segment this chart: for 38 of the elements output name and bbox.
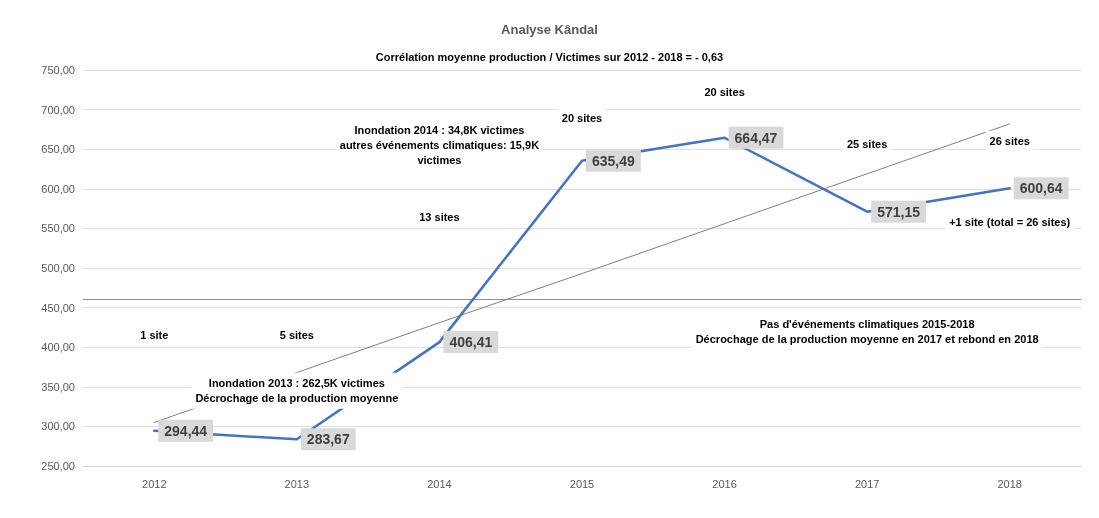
y-tick-label: 250,00 [41,460,75,472]
y-tick-label: 750,00 [41,64,75,76]
annotation: 26 sites [989,135,1030,148]
data-label: 283,67 [306,431,350,448]
annotation: 5 sites [279,329,314,342]
y-tick-label: 500,00 [41,262,75,274]
annotation: Inondation 2013 : 262,5K victimes Décrochage de la production moyenne [195,377,399,405]
y-tick-label: 300,00 [41,420,75,433]
x-tick-label: 2015 [569,477,595,490]
y-tick-label: 600,00 [41,182,75,195]
x-tick-label: 2014 [427,477,452,490]
annotation: +1 site (total = 26 sites) [949,216,1071,229]
data-label: 635,49 [592,152,636,169]
y-tick-label: 350,00 [41,380,75,393]
x-tick-label: 2016 [712,477,737,490]
x-tick-label: 2017 [854,477,880,490]
data-label: 600,64 [1019,180,1063,197]
data-label: 294,44 [164,422,208,439]
annotation: 20 sites [704,86,745,99]
annotation: Pas d'événements climatiques 2015-2018 Décrochage de la production moyenne en 2017 et rebond en 2018 [695,317,1039,345]
y-tick-label: 700,00 [41,103,75,116]
annotation: 25 sites [846,137,888,150]
x-tick-label: 2018 [997,477,1022,490]
annotation: 13 sites [419,210,460,223]
x-tick-label: 2013 [284,477,310,490]
annotation: 20 sites [561,111,603,124]
chart-title: Analyse Kândal [501,22,598,37]
annotation: Inondation 2014 : 34,8K victimes autres événements climatiques: 15,9K victimes [339,124,540,167]
chart-subtitle: Corrélation moyenne production / Victimes sur 2012 - 2018 = - 0,63 [375,50,724,63]
y-tick-label: 450,00 [41,301,75,314]
annotation: 1 site [140,329,169,342]
y-tick-label: 400,00 [41,341,75,354]
data-label: 406,41 [449,334,493,351]
data-label: 571,15 [877,203,921,220]
x-tick-label: 2012 [142,477,167,490]
data-label: 664,47 [734,129,778,146]
y-tick-label: 550,00 [41,222,75,235]
y-tick-label: 650,00 [41,143,75,156]
